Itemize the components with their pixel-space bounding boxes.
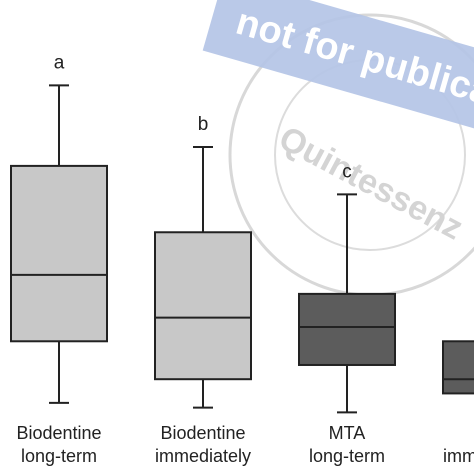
x-tick-label: Biodentine <box>16 423 101 443</box>
x-tick-label: immediately <box>443 446 474 466</box>
box <box>442 340 474 395</box>
group-label: a <box>54 52 65 73</box>
x-tick-label: Biodentine <box>160 423 245 443</box>
x-tick-label: MTA <box>329 423 366 443</box>
x-tick-label: long-term <box>21 446 97 466</box>
x-tick-label: long-term <box>309 446 385 466</box>
watermark-banner: not for publica <box>202 0 474 139</box>
banner <box>202 0 474 139</box>
plot: a Biodentine long-term b Biodentine immediate… <box>10 52 474 466</box>
box <box>154 231 252 381</box>
box <box>10 164 108 343</box>
stamp-text: Quintessenz <box>273 119 469 247</box>
group-label: b <box>198 114 209 135</box>
x-tick-label: immediately <box>155 446 251 466</box>
group-label: c <box>342 161 352 182</box>
box <box>298 292 396 366</box>
